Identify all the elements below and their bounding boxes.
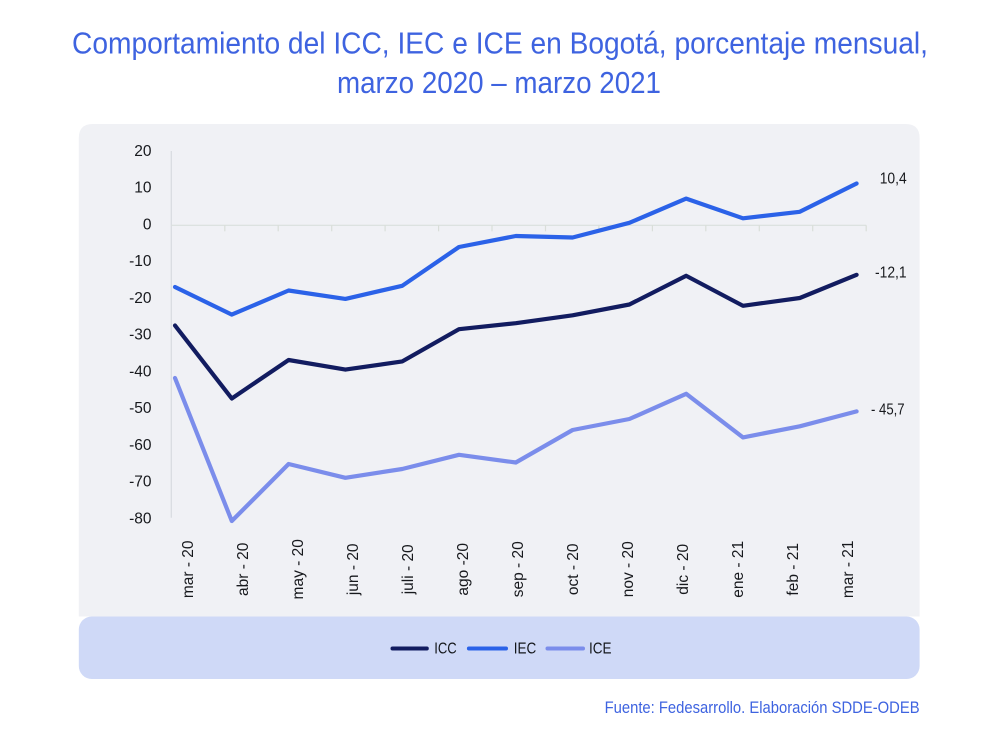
svg-text:may - 20: may - 20	[290, 539, 307, 600]
svg-text:-50: -50	[129, 400, 152, 417]
svg-text:abr - 20: abr - 20	[235, 542, 252, 596]
svg-text:nov - 20: nov - 20	[620, 541, 637, 597]
svg-text:marzo 2020 – marzo 2021: marzo 2020 – marzo 2021	[337, 65, 661, 100]
svg-text:0: 0	[143, 217, 152, 234]
svg-text:ene - 21: ene - 21	[730, 541, 747, 598]
svg-text:-10: -10	[129, 253, 152, 270]
svg-text:10,4: 10,4	[880, 171, 907, 188]
svg-text:ICC: ICC	[434, 640, 457, 657]
svg-text:mar - 20: mar - 20	[180, 540, 197, 598]
svg-text:10: 10	[134, 180, 152, 197]
svg-text:ICE: ICE	[589, 640, 612, 657]
svg-text:-60: -60	[129, 437, 152, 454]
svg-text:Fuente: Fedesarrollo. Elaborac: Fuente: Fedesarrollo. Elaboración SDDE-O…	[605, 699, 920, 717]
svg-text:IEC: IEC	[514, 640, 537, 657]
svg-text:feb - 21: feb - 21	[785, 543, 802, 596]
svg-text:jun - 20: jun - 20	[345, 543, 362, 596]
svg-text:-70: -70	[129, 474, 152, 491]
svg-text:- 45,7: - 45,7	[871, 402, 905, 419]
svg-text:-30: -30	[129, 327, 152, 344]
svg-text:mar - 21: mar - 21	[840, 540, 857, 598]
svg-text:dic - 20: dic - 20	[675, 544, 692, 595]
svg-text:ago -20: ago -20	[455, 543, 472, 596]
svg-text:-40: -40	[129, 363, 152, 380]
svg-text:sep - 20: sep - 20	[510, 541, 527, 597]
svg-text:20: 20	[134, 143, 152, 160]
svg-text:Comportamiento del ICC, IEC e: Comportamiento del ICC, IEC e ICE en Bog…	[72, 25, 928, 60]
svg-text:-20: -20	[129, 290, 152, 307]
svg-text:juli - 20: juli - 20	[400, 544, 417, 595]
svg-text:-12,1: -12,1	[875, 265, 907, 282]
svg-text:-80: -80	[129, 510, 152, 527]
svg-text:oct - 20: oct - 20	[565, 543, 582, 595]
